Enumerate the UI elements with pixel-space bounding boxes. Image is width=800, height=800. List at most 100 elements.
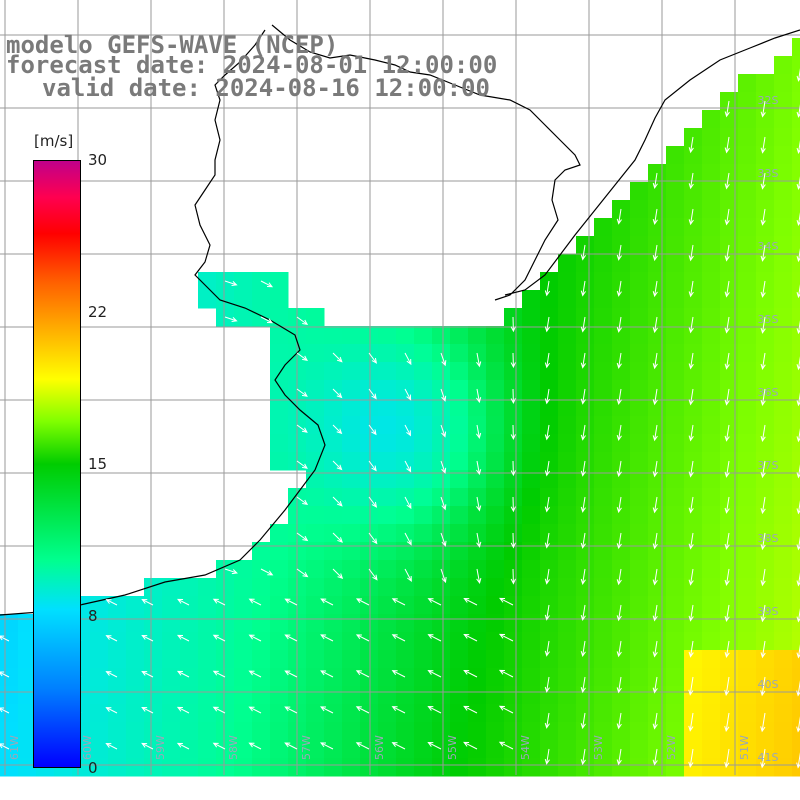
speed-cell (324, 326, 343, 345)
speed-cell (738, 74, 757, 93)
speed-cell (360, 362, 379, 381)
speed-cell (378, 758, 397, 777)
speed-cell (594, 326, 613, 345)
speed-cell (306, 344, 325, 363)
wind-arrow (688, 604, 694, 622)
lon-label: 58W (227, 735, 240, 760)
speed-cell (450, 416, 469, 435)
speed-cell (108, 614, 127, 633)
speed-cell (558, 596, 577, 615)
speed-cell (504, 398, 523, 417)
wind-arrow (141, 670, 154, 678)
speed-cell (720, 542, 739, 561)
wind-arrow (355, 634, 370, 642)
wind-arrow (688, 496, 694, 514)
speed-cell (450, 560, 469, 579)
speed-cell (378, 542, 397, 561)
wind-arrow (296, 568, 309, 578)
speed-cell (558, 722, 577, 741)
speed-cell (684, 218, 703, 237)
speed-cell (504, 686, 523, 705)
wind-arrow (176, 634, 190, 642)
speed-cell (324, 722, 343, 741)
speed-cell (468, 362, 487, 381)
speed-cell (720, 578, 739, 597)
wind-arrow (404, 496, 412, 510)
wind-arrow (760, 568, 766, 587)
wind-arrow (368, 568, 378, 581)
speed-cell (738, 632, 757, 651)
speed-cell (630, 488, 649, 507)
speed-cell (414, 704, 433, 723)
speed-cell (162, 578, 181, 597)
speed-cell (630, 632, 649, 651)
speed-cell (522, 632, 541, 651)
speed-cell (90, 668, 109, 687)
wind-arrow (510, 496, 516, 513)
speed-cell (468, 740, 487, 759)
wind-arrow (476, 460, 482, 476)
wind-arrow (176, 706, 190, 714)
speed-cell (738, 110, 757, 129)
lon-label: 54W (519, 735, 532, 760)
wind-arrow (760, 280, 766, 298)
speed-cell (666, 596, 685, 615)
speed-cell (144, 758, 163, 777)
speed-cell (216, 758, 235, 777)
speed-cell (702, 290, 721, 309)
wind-arrow (760, 676, 766, 697)
wind-arrow (688, 208, 694, 226)
speed-cell (180, 686, 199, 705)
wind-arrow (248, 634, 262, 642)
speed-cell (162, 596, 181, 615)
speed-cell (324, 668, 343, 687)
speed-cell (468, 650, 487, 669)
wind-arrow (212, 634, 226, 642)
wind-arrow (368, 352, 378, 364)
speed-cell (468, 632, 487, 651)
speed-cell (774, 668, 793, 687)
speed-cell (450, 542, 469, 561)
speed-cell (774, 758, 793, 777)
speed-cell (594, 524, 613, 543)
wind-arrow (0, 707, 10, 714)
speed-cell (396, 614, 415, 633)
speed-cell (432, 686, 451, 705)
lat-label: 39S (758, 605, 779, 618)
speed-cell (738, 236, 757, 255)
speed-cell (558, 686, 577, 705)
speed-cell (468, 326, 487, 345)
wind-arrow (580, 532, 586, 549)
speed-cell (324, 470, 343, 489)
wind-arrow (296, 424, 308, 433)
lon-label: 59W (154, 735, 167, 760)
lon-label: 51W (738, 735, 751, 760)
speed-cell (720, 254, 739, 273)
speed-cell (702, 758, 721, 777)
speed-cell (360, 596, 379, 615)
speed-cell (540, 326, 559, 345)
wind-arrow (391, 706, 406, 714)
wind-arrow (724, 136, 730, 154)
speed-cell (162, 686, 181, 705)
speed-cell (360, 740, 379, 759)
speed-cell (144, 614, 163, 633)
speed-cell (630, 758, 649, 777)
speed-cell (306, 524, 325, 543)
speed-cell (738, 578, 757, 597)
wind-arrow (224, 316, 238, 322)
speed-cell (702, 326, 721, 345)
speed-cell (234, 596, 253, 615)
speed-cell (378, 506, 397, 525)
speed-cell (792, 362, 800, 381)
speed-cell (360, 758, 379, 777)
speed-cell (450, 578, 469, 597)
speed-cell (738, 488, 757, 507)
speed-cell (540, 398, 559, 417)
wind-arrow (476, 532, 482, 548)
speed-cell (378, 704, 397, 723)
longitude-labels: 61W 60W 59W 58W 57W 56W 55W 54W 53W 52W 51W (8, 735, 751, 760)
wind-arrow (368, 496, 378, 508)
speed-cell (126, 704, 145, 723)
